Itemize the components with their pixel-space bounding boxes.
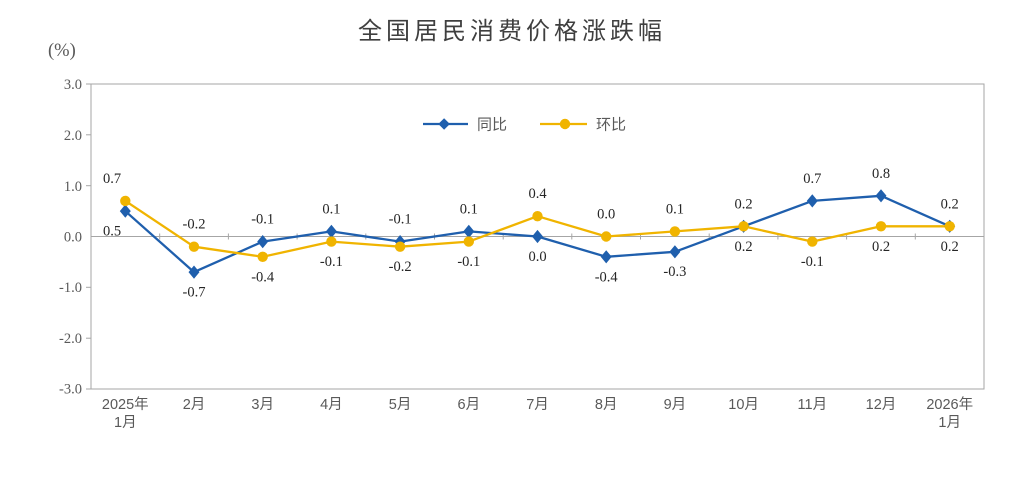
svg-text:全国居民消费价格涨跌幅: 全国居民消费价格涨跌幅 xyxy=(358,18,666,45)
svg-text:0.8: 0.8 xyxy=(872,166,890,182)
svg-text:-2.0: -2.0 xyxy=(59,331,82,347)
svg-text:(%): (%) xyxy=(48,41,76,61)
svg-text:-1.0: -1.0 xyxy=(59,280,82,296)
svg-text:5月: 5月 xyxy=(389,397,412,413)
svg-text:-0.2: -0.2 xyxy=(389,259,412,275)
svg-text:1.0: 1.0 xyxy=(64,179,82,195)
svg-text:-0.7: -0.7 xyxy=(183,285,206,301)
svg-text:-0.4: -0.4 xyxy=(595,269,619,285)
svg-text:0.0: 0.0 xyxy=(64,230,82,246)
svg-text:0.1: 0.1 xyxy=(322,201,340,217)
svg-text:0.4: 0.4 xyxy=(528,186,547,202)
svg-text:-3.0: -3.0 xyxy=(59,382,82,398)
svg-text:0.1: 0.1 xyxy=(460,201,478,217)
svg-text:0.0: 0.0 xyxy=(528,249,546,265)
svg-text:2月: 2月 xyxy=(183,397,206,413)
svg-text:-0.1: -0.1 xyxy=(801,254,824,270)
svg-text:0.2: 0.2 xyxy=(941,196,959,212)
svg-text:0.7: 0.7 xyxy=(803,171,821,187)
svg-text:-0.2: -0.2 xyxy=(183,217,206,233)
svg-text:3.0: 3.0 xyxy=(64,77,82,93)
svg-text:6月: 6月 xyxy=(458,397,481,413)
svg-text:2025年: 2025年 xyxy=(102,396,149,413)
svg-text:-0.1: -0.1 xyxy=(251,212,274,228)
svg-text:4月: 4月 xyxy=(320,397,343,413)
svg-text:环比: 环比 xyxy=(596,117,626,134)
svg-text:9月: 9月 xyxy=(664,397,687,413)
svg-text:同比: 同比 xyxy=(477,117,507,134)
svg-text:8月: 8月 xyxy=(595,397,618,413)
svg-text:0.2: 0.2 xyxy=(735,239,753,255)
svg-text:0.7: 0.7 xyxy=(103,171,121,187)
svg-text:11月: 11月 xyxy=(798,397,828,413)
svg-text:7月: 7月 xyxy=(526,397,549,413)
svg-text:1月: 1月 xyxy=(938,415,961,431)
svg-text:-0.4: -0.4 xyxy=(251,269,275,285)
svg-text:0.5: 0.5 xyxy=(103,224,121,240)
svg-text:-0.1: -0.1 xyxy=(320,254,343,270)
svg-text:-0.1: -0.1 xyxy=(457,254,480,270)
svg-text:10月: 10月 xyxy=(728,397,759,413)
svg-text:12月: 12月 xyxy=(866,397,897,413)
svg-text:0.1: 0.1 xyxy=(666,201,684,217)
svg-text:3月: 3月 xyxy=(251,397,274,413)
svg-text:-0.1: -0.1 xyxy=(389,212,412,228)
svg-text:0.2: 0.2 xyxy=(735,196,753,212)
svg-text:0.2: 0.2 xyxy=(872,239,890,255)
svg-text:-0.3: -0.3 xyxy=(663,264,686,280)
svg-text:2.0: 2.0 xyxy=(64,128,82,144)
svg-text:0.2: 0.2 xyxy=(941,239,959,255)
svg-text:2026年: 2026年 xyxy=(926,396,973,413)
svg-text:0.0: 0.0 xyxy=(597,207,615,223)
svg-text:1月: 1月 xyxy=(114,415,137,431)
